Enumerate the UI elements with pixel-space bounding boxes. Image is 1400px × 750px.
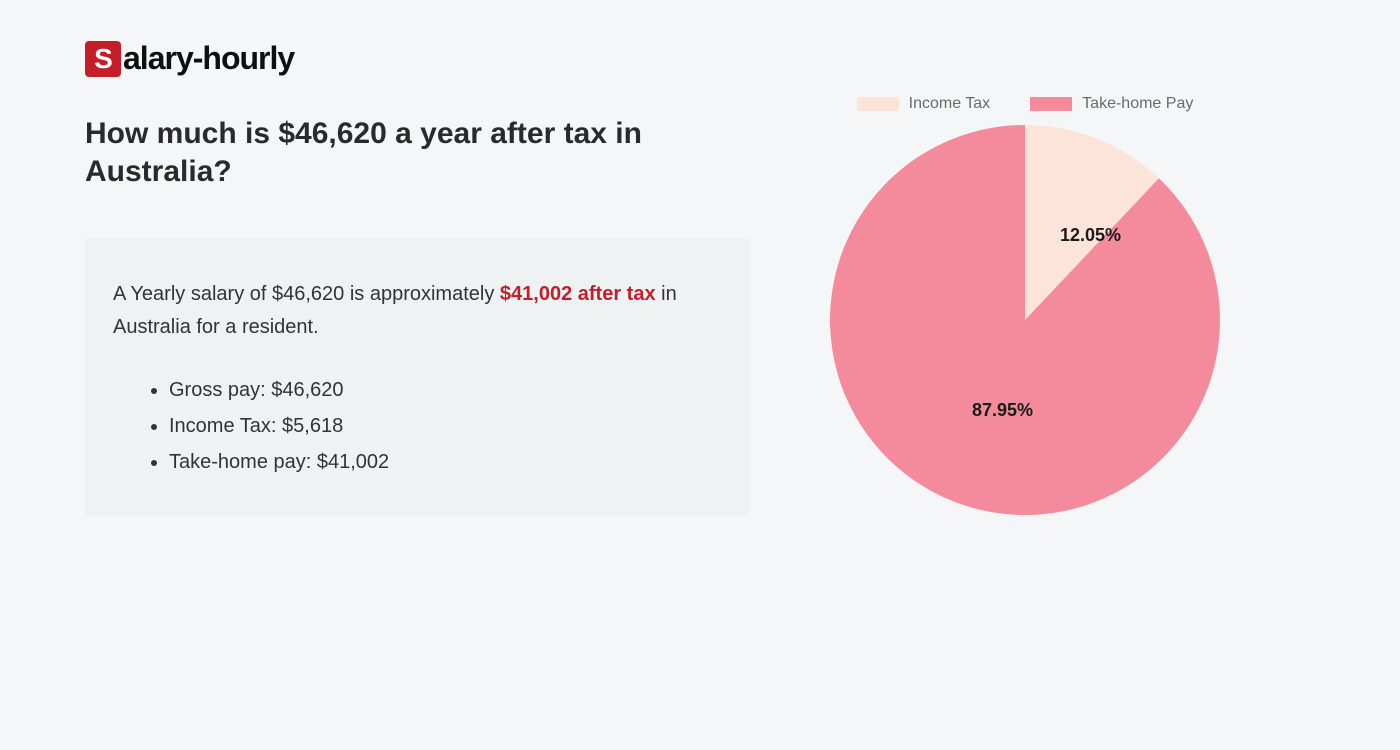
logo: Salary-hourly: [85, 40, 1315, 77]
pie-slice-label: 87.95%: [972, 400, 1033, 421]
legend-swatch: [1030, 97, 1072, 111]
legend-item-income-tax: Income Tax: [857, 95, 991, 113]
logo-s-icon: S: [85, 41, 121, 77]
summary-list: Gross pay: $46,620 Income Tax: $5,618 Ta…: [113, 372, 722, 480]
legend-label: Income Tax: [909, 95, 991, 113]
summary-highlight: $41,002 after tax: [500, 283, 656, 305]
list-item: Income Tax: $5,618: [169, 408, 722, 444]
legend-label: Take-home Pay: [1082, 95, 1193, 113]
pie-svg: [830, 125, 1220, 515]
pie-slice-label: 12.05%: [1060, 225, 1121, 246]
legend-item-take-home: Take-home Pay: [1030, 95, 1193, 113]
pie-chart: 12.05% 87.95%: [830, 125, 1220, 515]
chart-legend: Income Tax Take-home Pay: [810, 95, 1240, 113]
logo-text: alary-hourly: [123, 40, 294, 77]
list-item: Gross pay: $46,620: [169, 372, 722, 408]
summary-box: A Yearly salary of $46,620 is approximat…: [85, 238, 750, 516]
summary-pre: A Yearly salary of $46,620 is approximat…: [113, 283, 500, 305]
legend-swatch: [857, 97, 899, 111]
list-item: Take-home pay: $41,002: [169, 444, 722, 480]
summary-text: A Yearly salary of $46,620 is approximat…: [113, 278, 722, 344]
page-title: How much is $46,620 a year after tax in …: [85, 115, 750, 190]
